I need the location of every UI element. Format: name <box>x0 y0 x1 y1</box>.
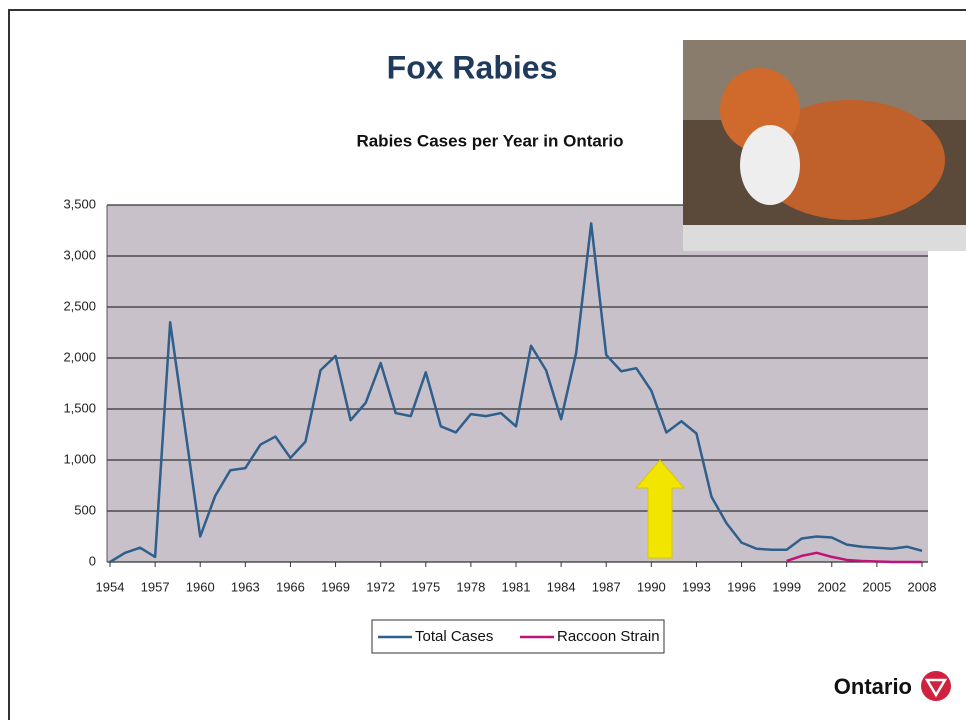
x-tick-label: 1978 <box>456 579 485 594</box>
y-tick-label: 1,500 <box>63 400 96 415</box>
x-tick-label: 1987 <box>592 579 621 594</box>
x-tick-label: 1963 <box>231 579 260 594</box>
x-tick-label: 1990 <box>637 579 666 594</box>
y-tick-label: 2,000 <box>63 349 96 364</box>
x-tick-label: 2002 <box>817 579 846 594</box>
x-tick-label: 1972 <box>366 579 395 594</box>
snow <box>683 225 966 251</box>
chart-subtitle: Rabies Cases per Year in Ontario <box>356 131 623 150</box>
page: Fox Rabies Rabies Cases per Year in Onta… <box>0 0 966 720</box>
x-tick-label: 1969 <box>321 579 350 594</box>
fox-chest <box>740 125 800 205</box>
chart-title: Fox Rabies <box>387 49 558 85</box>
x-tick-label: 1996 <box>727 579 756 594</box>
slide: Fox Rabies Rabies Cases per Year in Onta… <box>0 0 966 720</box>
y-tick-label: 2,500 <box>63 298 96 313</box>
y-tick-label: 0 <box>89 553 96 568</box>
logo-text: Ontario <box>834 674 912 699</box>
x-tick-label: 1999 <box>772 579 801 594</box>
y-tick-label: 3,500 <box>63 196 96 211</box>
x-tick-label: 1981 <box>502 579 531 594</box>
y-tick-label: 3,000 <box>63 247 96 262</box>
x-tick-label: 2005 <box>862 579 891 594</box>
x-tick-label: 1954 <box>96 579 125 594</box>
x-tick-label: 1993 <box>682 579 711 594</box>
photo <box>683 40 966 251</box>
y-tick-label: 500 <box>74 502 96 517</box>
x-tick-label: 1984 <box>547 579 576 594</box>
plot-area <box>107 205 928 562</box>
logo: Ontario <box>834 671 951 701</box>
x-tick-label: 1960 <box>186 579 215 594</box>
y-tick-label: 1,000 <box>63 451 96 466</box>
legend-label: Total Cases <box>415 628 493 645</box>
x-tick-label: 1966 <box>276 579 305 594</box>
x-tick-label: 2008 <box>908 579 937 594</box>
legend-label: Raccoon Strain <box>557 628 660 645</box>
x-tick-label: 1957 <box>141 579 170 594</box>
x-tick-label: 1975 <box>411 579 440 594</box>
